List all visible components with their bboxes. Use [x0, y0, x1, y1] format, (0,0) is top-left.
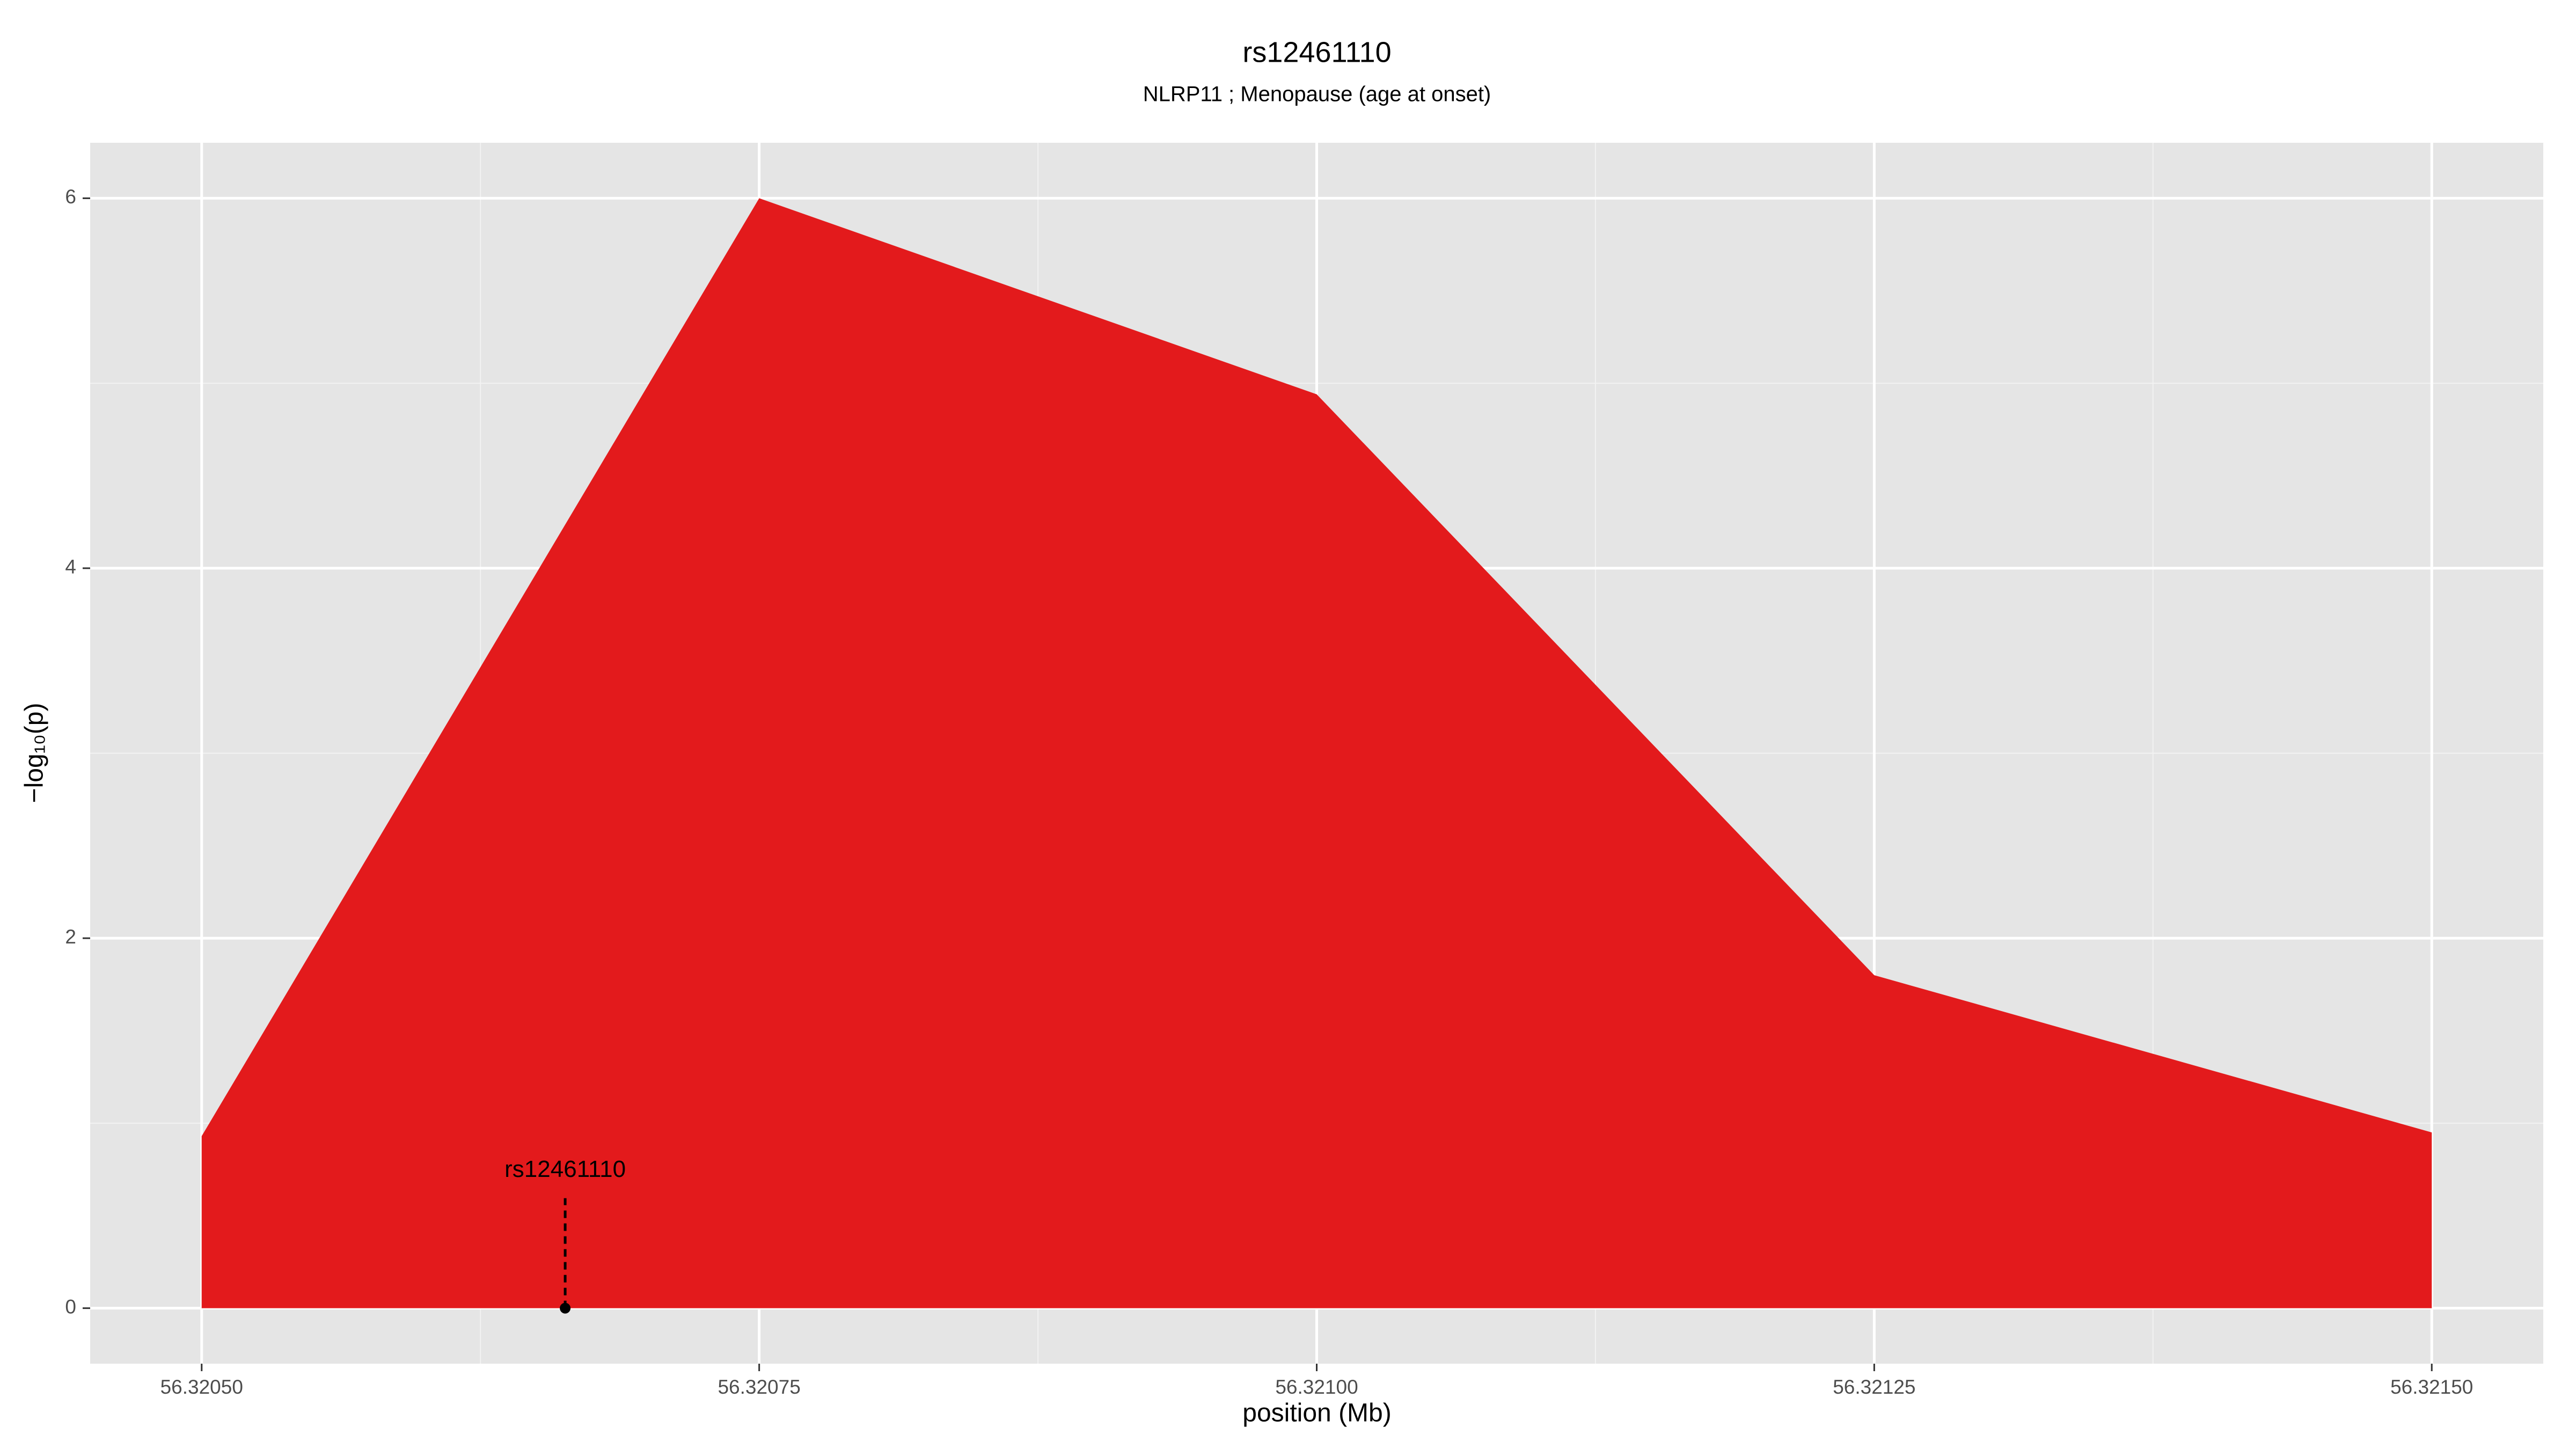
x-tick-label: 56.32150 [2390, 1376, 2473, 1398]
x-tick-label: 56.32125 [1833, 1376, 1915, 1398]
x-axis-label: position (Mb) [1242, 1399, 1391, 1428]
x-tick-label: 56.32100 [1275, 1376, 1358, 1398]
y-axis-label: −log₁₀(p) [20, 703, 49, 803]
y-tick-label: 2 [65, 926, 76, 948]
y-tick-label: 4 [65, 556, 76, 578]
y-tick-label: 6 [65, 186, 76, 208]
chart-subtitle: NLRP11 ; Menopause (age at onset) [1143, 83, 1491, 106]
chart-title: rs12461110 [1242, 36, 1391, 68]
annotation-point [560, 1302, 571, 1314]
y-tick-label: 0 [65, 1296, 76, 1318]
annotation-label: rs12461110 [504, 1156, 626, 1182]
x-tick-label: 56.32075 [718, 1376, 800, 1398]
area [201, 198, 2432, 1308]
x-tick-label: 56.32050 [160, 1376, 243, 1398]
